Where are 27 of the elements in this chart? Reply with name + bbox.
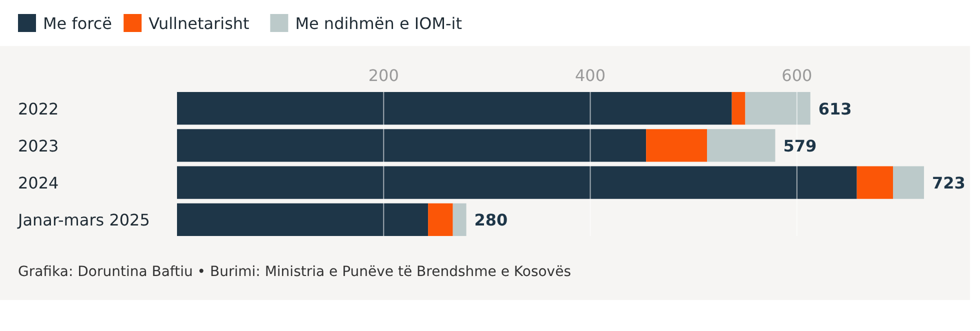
total-label: 579	[783, 136, 817, 156]
legend-label: Vullnetarisht	[148, 14, 250, 33]
legend-label: Me ndihmën e IOM-it	[295, 14, 462, 33]
bar	[745, 92, 810, 125]
total-label: 723	[932, 174, 966, 193]
legend-label: Me forcë	[43, 14, 112, 33]
x-tick-label: 200	[368, 66, 399, 85]
y-tick-label: Janar-mars 2025	[17, 210, 150, 230]
y-tick-label: 2024	[18, 174, 59, 193]
x-tick-label: 600	[782, 66, 812, 85]
bar	[646, 129, 708, 162]
bar	[856, 166, 894, 199]
bar	[732, 92, 746, 125]
bar	[707, 129, 776, 162]
bar	[452, 203, 466, 236]
y-tick-label: 2023	[18, 136, 59, 156]
bar	[177, 166, 857, 199]
bar	[177, 129, 646, 162]
total-label: 280	[474, 210, 508, 230]
bar	[177, 92, 732, 125]
total-label: 613	[818, 99, 852, 118]
x-tick-label: 400	[575, 66, 606, 85]
bar	[893, 166, 924, 199]
text: Grafika: Doruntina Baftiu • Burimi: Ministria e Punëve të Brendshme e Kosovës	[18, 264, 571, 280]
bar	[177, 203, 428, 236]
bar	[428, 203, 453, 236]
y-tick-label: 2022	[18, 99, 59, 118]
